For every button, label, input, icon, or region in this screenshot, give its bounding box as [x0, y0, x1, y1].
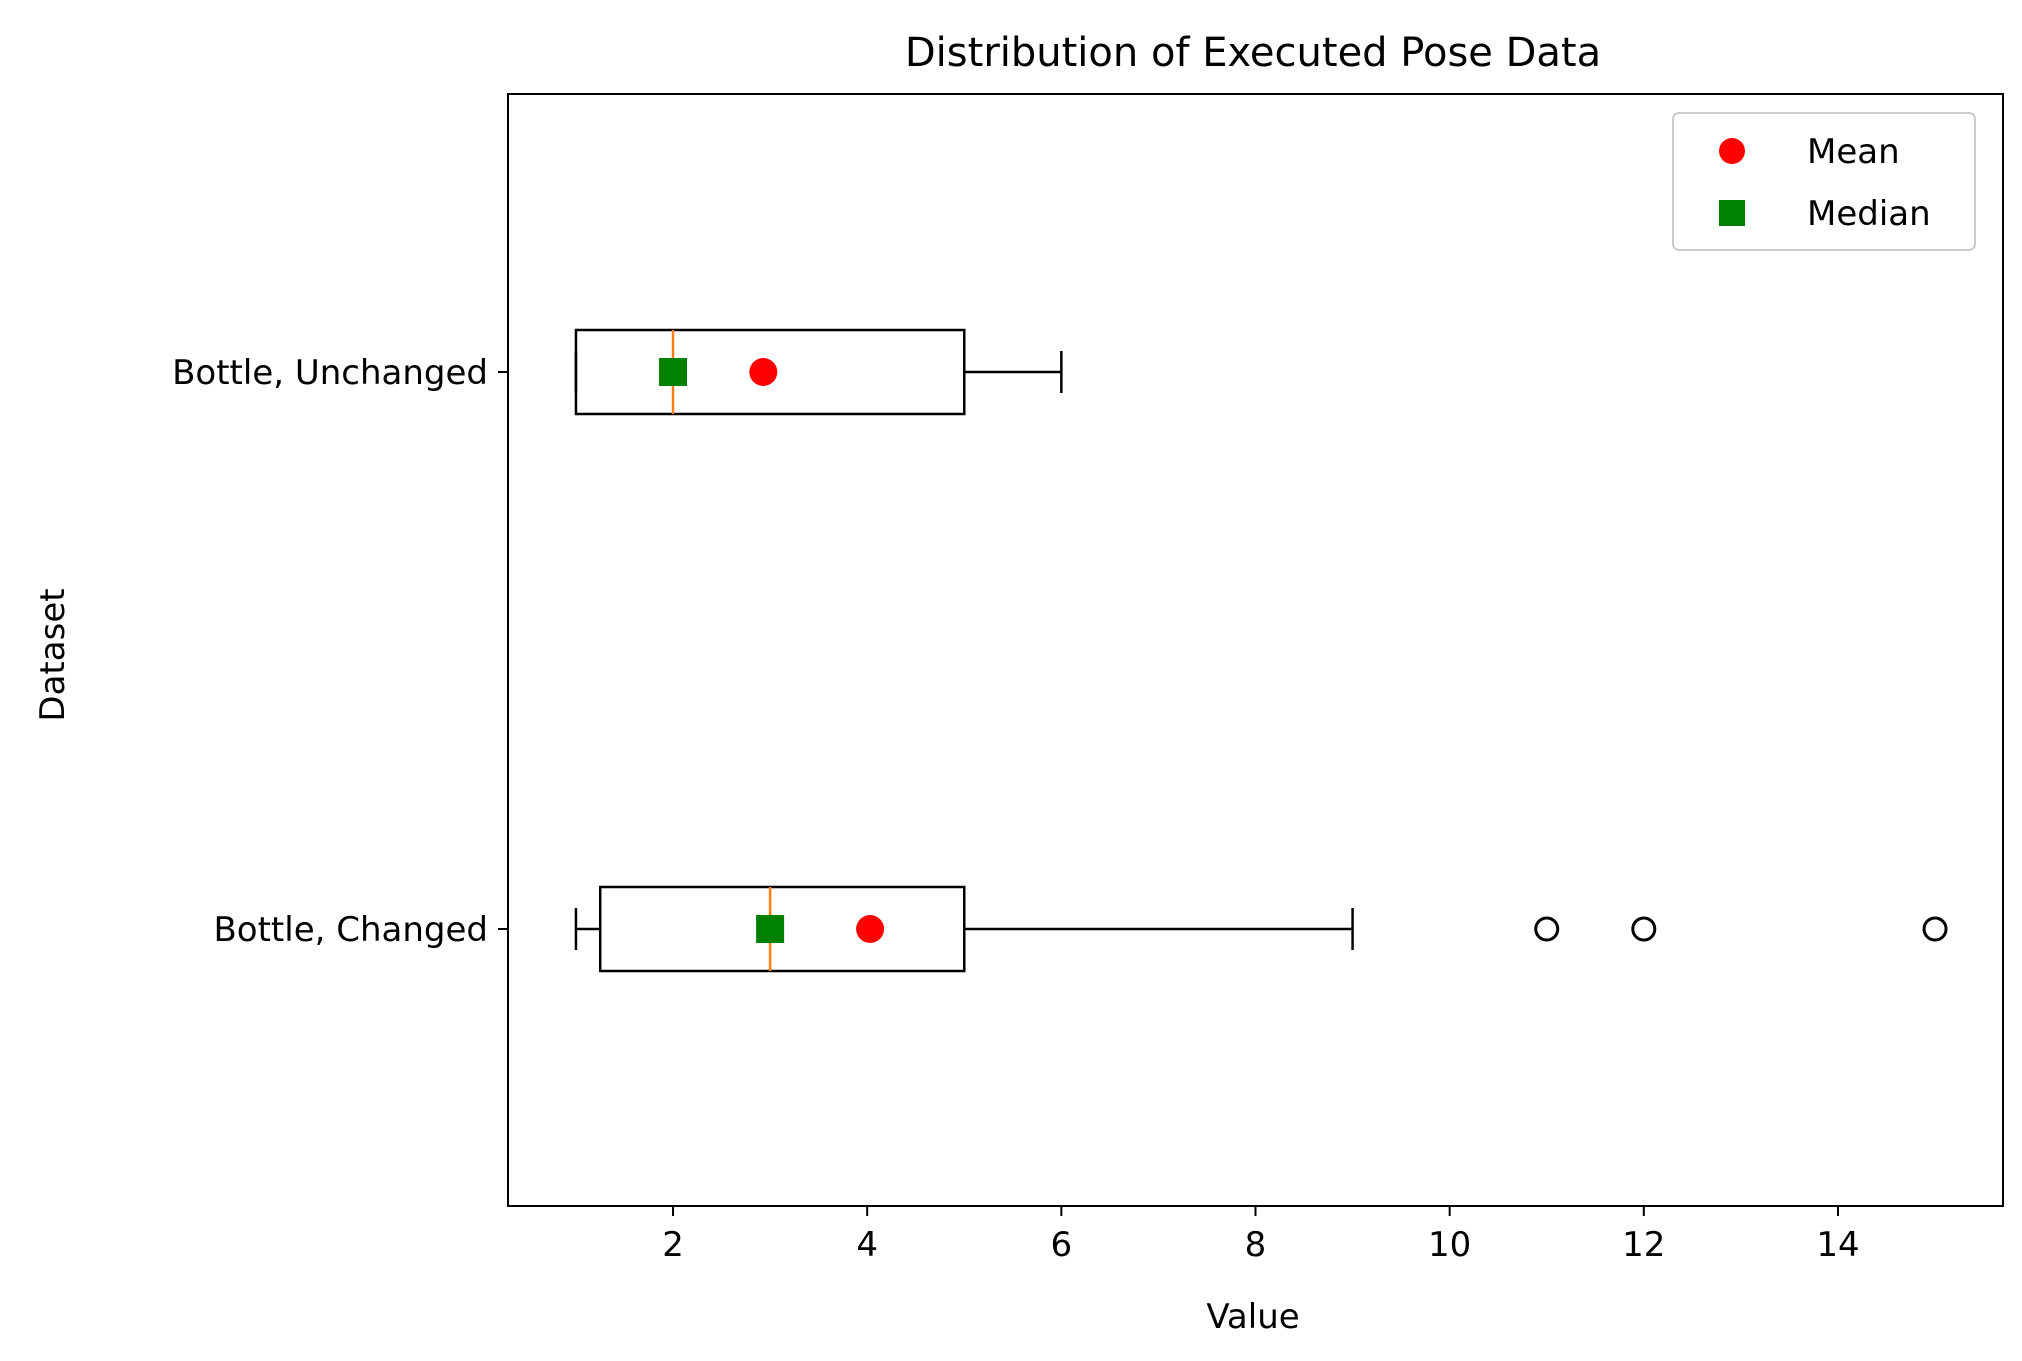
outlier-point — [1922, 916, 1948, 942]
box-iqr — [598, 885, 966, 973]
box-iqr — [574, 328, 966, 416]
median-marker — [659, 358, 688, 386]
x-tick-label: 12 — [1622, 1225, 1665, 1265]
box-group — [574, 328, 1063, 416]
mean-marker — [856, 915, 885, 943]
y-tick-label: Bottle, Changed — [213, 910, 488, 950]
plot-area: 2 4 6 8 10 12 14 Bottle, Unchanged Bottle, Chang… — [172, 93, 2004, 1265]
box-group — [574, 885, 1948, 973]
y-axis-label: Dataset — [33, 588, 73, 721]
outlier-point — [1534, 916, 1560, 942]
legend: Mean Median — [1672, 112, 1976, 251]
x-tick-label: 8 — [1245, 1225, 1267, 1265]
legend-marker-median — [1719, 200, 1745, 226]
x-tick-label: 10 — [1428, 1225, 1471, 1265]
x-axis-label: Value — [1206, 1297, 1299, 1337]
legend-box — [1672, 112, 1976, 251]
outlier-point — [1631, 916, 1657, 942]
x-tick-label: 4 — [856, 1225, 878, 1265]
y-tick-label: Bottle, Unchanged — [172, 353, 488, 393]
chart-title: Distribution of Executed Pose Data — [905, 30, 1601, 76]
legend-label: Median — [1807, 194, 1931, 234]
x-tick-label: 6 — [1051, 1225, 1073, 1265]
legend-label: Mean — [1807, 132, 1900, 172]
median-marker — [756, 915, 785, 943]
legend-marker-mean — [1719, 138, 1745, 164]
x-tick-label: 14 — [1816, 1225, 1859, 1265]
x-tick-label: 2 — [662, 1225, 684, 1265]
mean-marker — [749, 358, 778, 386]
